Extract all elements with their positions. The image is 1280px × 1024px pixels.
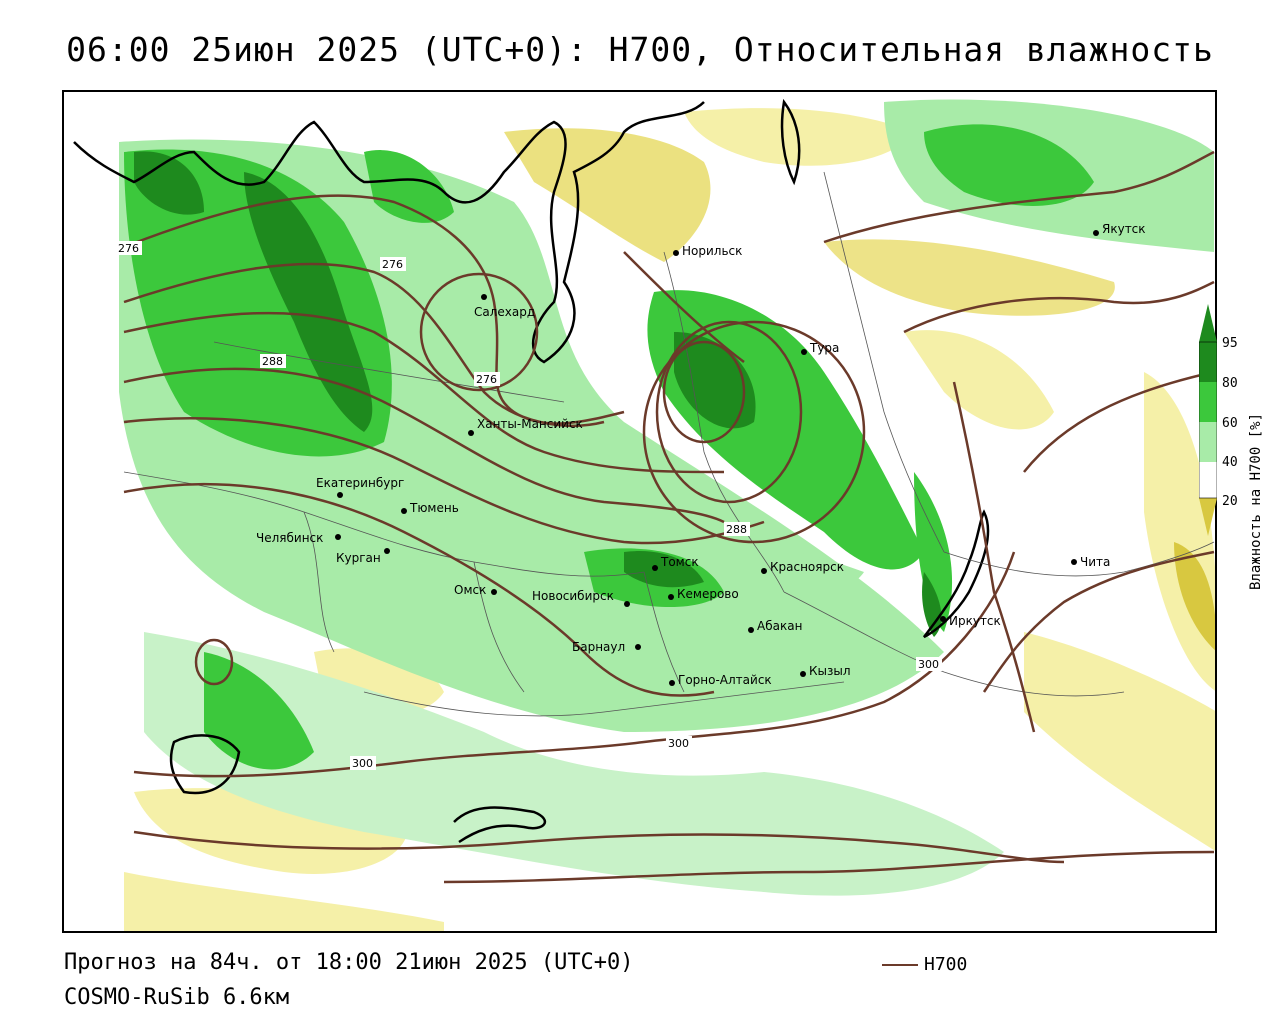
city-krasnoyarsk[interactable]: Красноярск: [761, 560, 844, 574]
model-name: COSMO-RuSib 6.6км: [64, 985, 290, 1010]
svg-text:Якутск: Якутск: [1102, 222, 1146, 236]
svg-text:Челябинск: Челябинск: [256, 531, 323, 545]
city-markers: Якутск Норильск Салехард Тура Ханты-Манс…: [256, 222, 1146, 687]
svg-text:Екатеринбург: Екатеринбург: [316, 476, 404, 490]
contour-legend: H700: [882, 954, 967, 975]
city-tura[interactable]: Тура: [801, 341, 839, 355]
contour-label: 300: [352, 757, 373, 770]
colorbar-segment: [1199, 342, 1217, 382]
colorbar-segment: [1199, 422, 1217, 462]
svg-text:Иркутск: Иркутск: [949, 614, 1001, 628]
city-salekhard[interactable]: Салехард: [474, 294, 535, 319]
city-chelyabinsk[interactable]: Челябинск: [256, 531, 341, 545]
h700-contours: [123, 150, 1215, 884]
city-kemerovo[interactable]: Кемерово: [668, 587, 739, 601]
svg-text:Новосибирск: Новосибирск: [532, 589, 614, 603]
coastline: [73, 98, 990, 844]
svg-text:Чита: Чита: [1080, 555, 1110, 569]
svg-text:Омск: Омск: [454, 583, 486, 597]
contour-label: 300: [918, 658, 939, 671]
svg-text:Красноярск: Красноярск: [770, 560, 844, 574]
contour-label: 288: [262, 355, 283, 368]
svg-text:Абакан: Абакан: [757, 619, 802, 633]
city-yekaterinburg[interactable]: Екатеринбург: [316, 476, 404, 498]
svg-text:Горно-Алтайск: Горно-Алтайск: [678, 673, 772, 687]
contour-label: 300: [668, 737, 689, 750]
forecast-info: Прогноз на 84ч. от 18:00 21июн 2025 (UTC…: [64, 950, 634, 975]
colorbar-bottom-arrow: [1199, 498, 1217, 536]
humidity-map[interactable]: 276 276 276 288 288 300 300 300 Якутск Н…: [64, 92, 1217, 933]
contour-label: 276: [382, 258, 403, 271]
city-irkutsk[interactable]: Иркутск: [940, 614, 1001, 628]
colorbar-tick: 40: [1222, 455, 1238, 470]
city-yakutsk[interactable]: Якутск: [1093, 222, 1146, 236]
map-title: 06:00 25июн 2025 (UTC+0): H700, Относите…: [66, 30, 1214, 69]
map-frame[interactable]: 276 276 276 288 288 300 300 300 Якутск Н…: [62, 90, 1217, 933]
contour-line-swatch: [882, 964, 918, 966]
colorbar-tick: 80: [1222, 376, 1238, 391]
svg-text:Кемерово: Кемерово: [677, 587, 739, 601]
contour-label: 276: [118, 242, 139, 255]
svg-text:Норильск: Норильск: [682, 244, 742, 258]
city-khanty-mansiysk[interactable]: Ханты-Мансийск: [468, 417, 583, 436]
colorbar-top-arrow: [1199, 304, 1217, 342]
colorbar-tick: 60: [1222, 416, 1238, 431]
svg-text:Ханты-Мансийск: Ханты-Мансийск: [477, 417, 583, 431]
colorbar-tick: 20: [1222, 494, 1238, 509]
svg-text:Салехард: Салехард: [474, 305, 535, 319]
city-novosibirsk[interactable]: Новосибирск: [532, 589, 630, 607]
city-abakan[interactable]: Абакан: [748, 619, 802, 633]
city-gorno-altaysk[interactable]: Горно-Алтайск: [669, 673, 772, 687]
colorbar-segment: [1199, 462, 1217, 498]
contour-label: 276: [476, 373, 497, 386]
city-tomsk[interactable]: Томск: [652, 555, 699, 571]
contour-legend-label: H700: [924, 954, 968, 975]
colorbar-title: Влажность на H700 [%]: [1248, 412, 1264, 590]
colorbar-tick: 95: [1222, 336, 1238, 351]
city-kurgan[interactable]: Курган: [336, 548, 390, 565]
svg-text:Тюмень: Тюмень: [409, 501, 459, 515]
city-omsk[interactable]: Омск: [454, 583, 497, 597]
city-norilsk[interactable]: Норильск: [673, 244, 742, 258]
svg-text:Барнаул: Барнаул: [572, 640, 625, 654]
city-kyzyl[interactable]: Кызыл: [800, 664, 851, 678]
svg-text:Томск: Томск: [660, 555, 699, 569]
contour-labels: 276 276 276 288 288 300 300 300: [116, 241, 942, 770]
humidity-colorbar: [1199, 304, 1217, 536]
city-barnaul[interactable]: Барнаул: [572, 640, 641, 654]
svg-text:Тура: Тура: [809, 341, 839, 355]
contour-label: 288: [726, 523, 747, 536]
city-chita[interactable]: Чита: [1071, 555, 1110, 569]
svg-text:Кызыл: Кызыл: [809, 664, 851, 678]
humidity-field: [119, 99, 1215, 931]
svg-text:Курган: Курган: [336, 551, 381, 565]
colorbar-segment: [1199, 382, 1217, 422]
admin-borders: [123, 171, 1215, 717]
city-tyumen[interactable]: Тюмень: [401, 501, 459, 515]
